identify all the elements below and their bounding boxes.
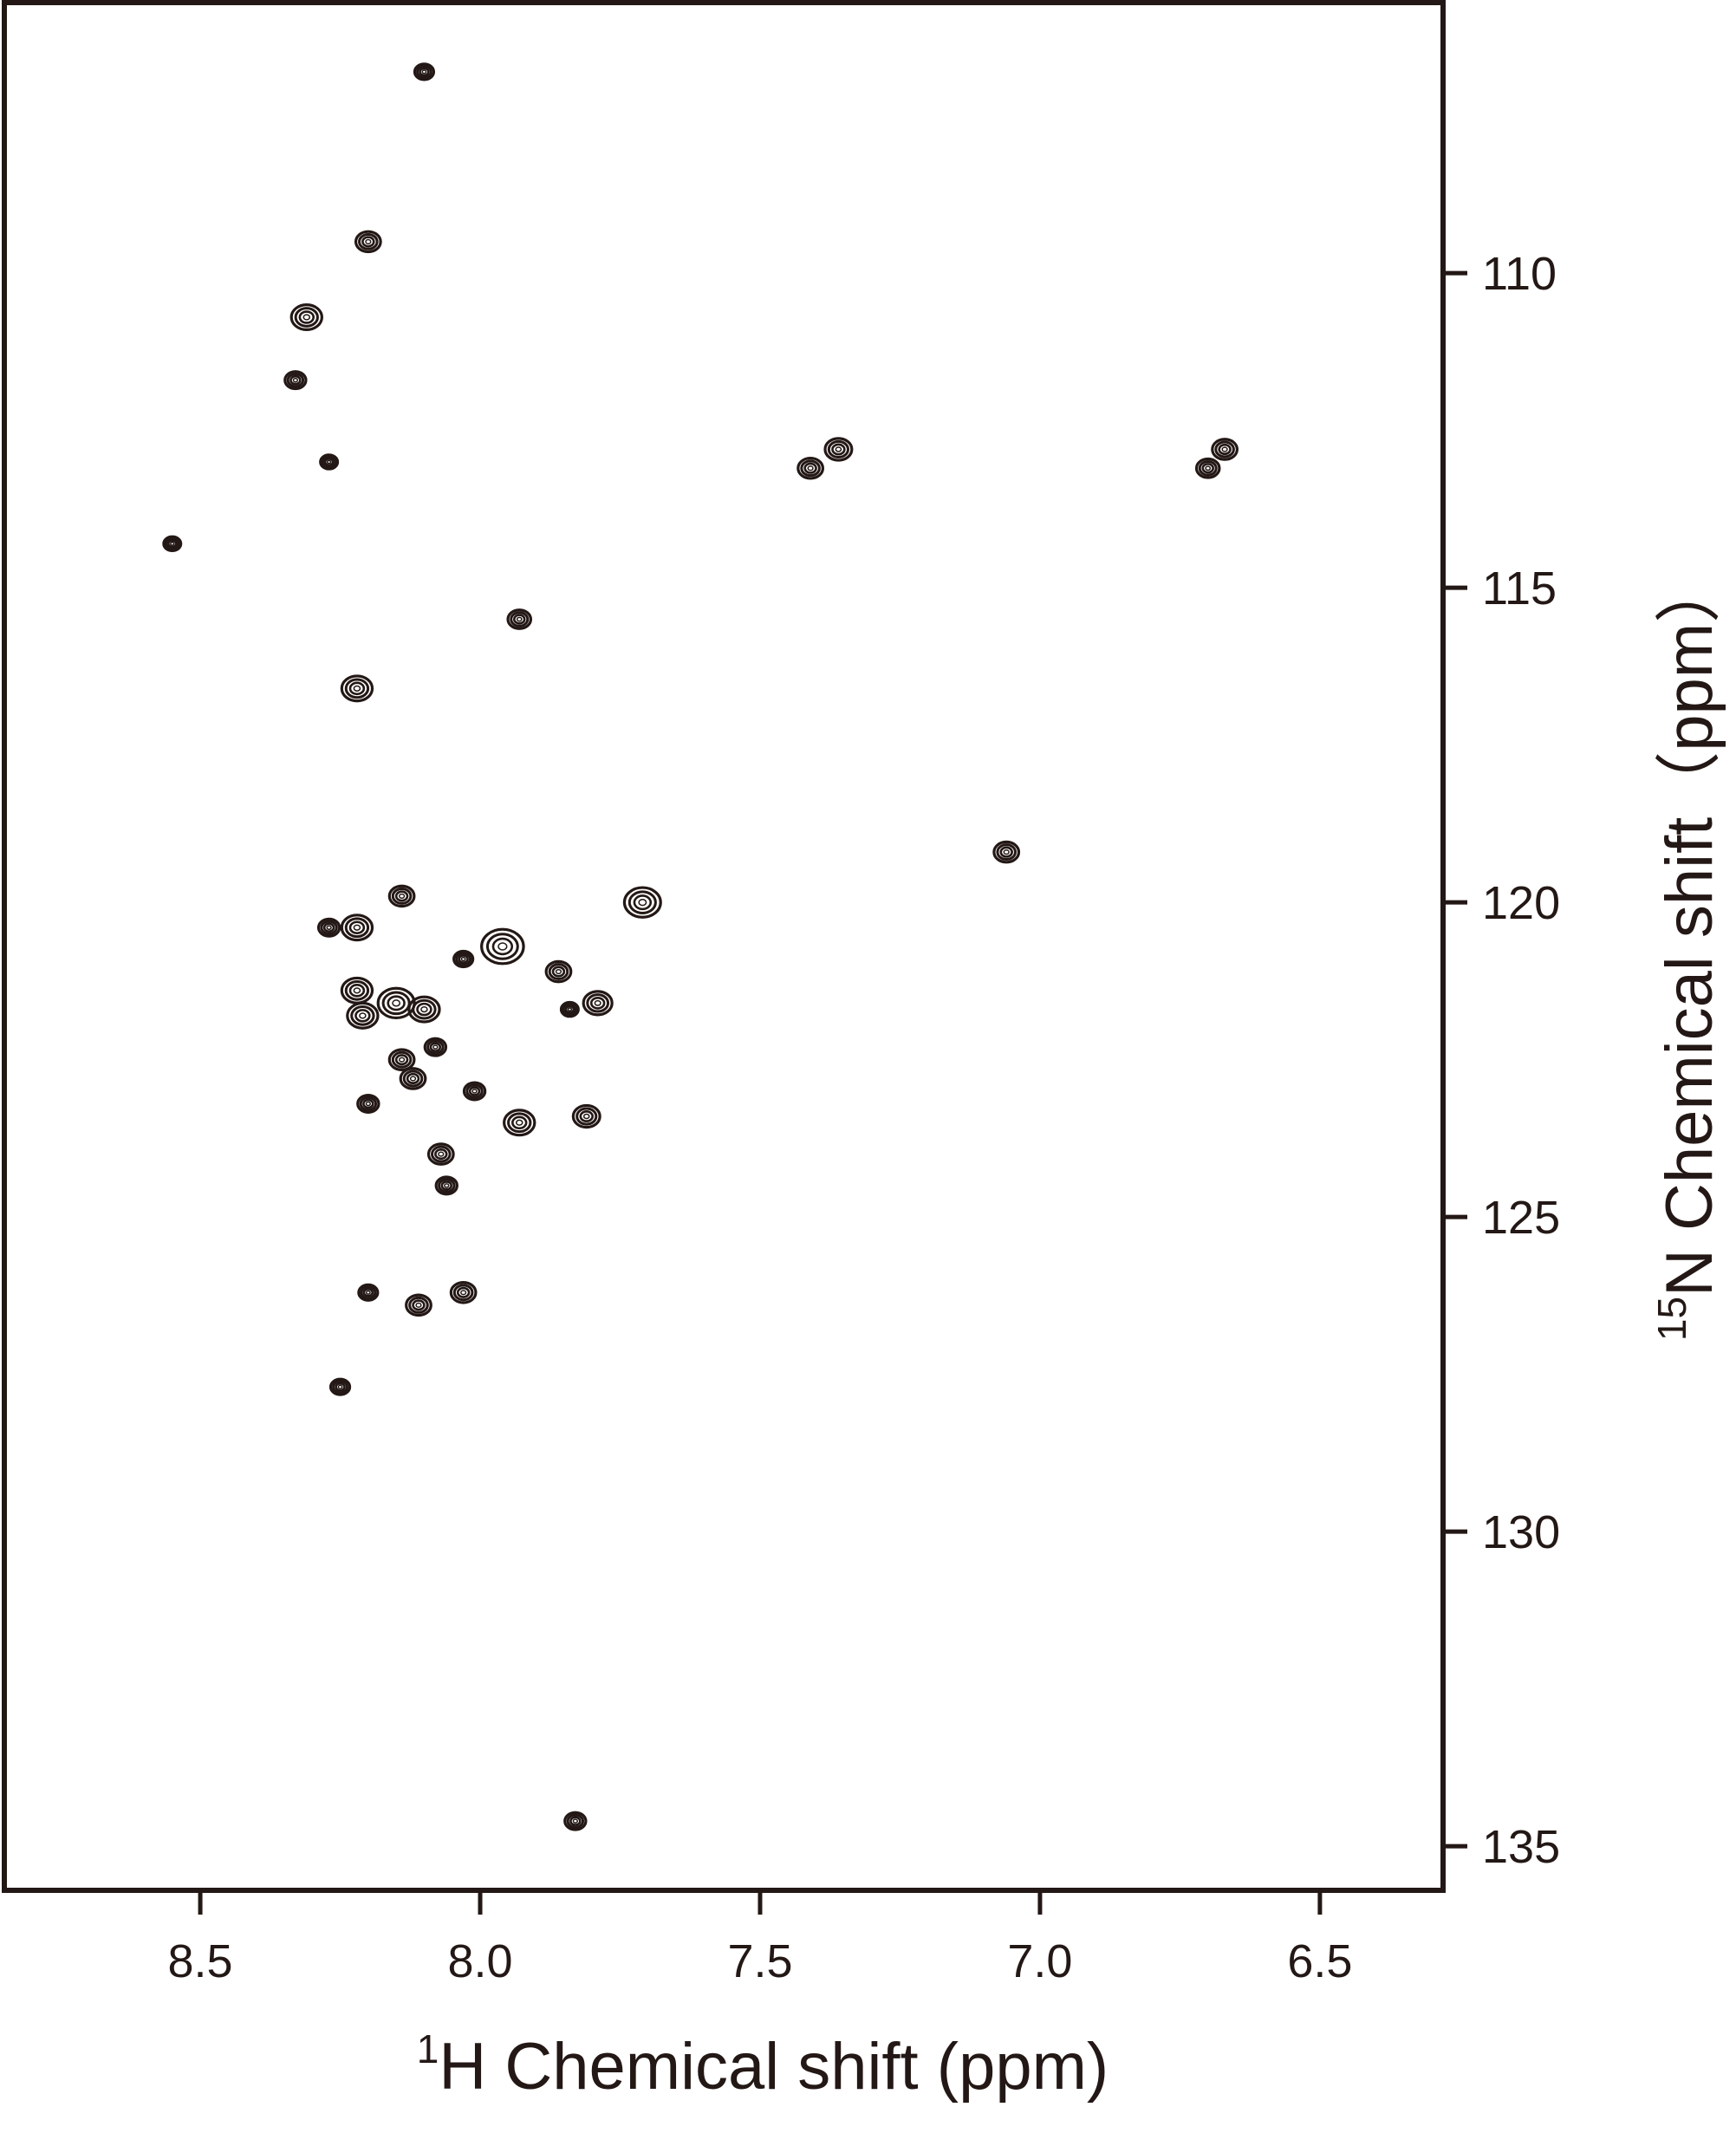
y-axis-ticks: 110 115 120 125 130 135 [1443, 248, 1560, 1873]
nmr-peak [387, 884, 416, 908]
nmr-peak [823, 437, 854, 462]
nmr-peak [346, 1001, 380, 1030]
plot-frame [2, 0, 1446, 1893]
nmr-peak [319, 453, 340, 471]
x-tick-label: 8.5 [168, 1935, 233, 1987]
nmr-peak [582, 990, 614, 1017]
nmr-peak [434, 1175, 458, 1196]
y-axis-title-sup: 15 [1649, 1297, 1694, 1341]
nmr-peak [357, 1283, 380, 1302]
peak-group [162, 62, 1239, 1831]
nmr-peak [544, 959, 573, 984]
nmr-peak [423, 1037, 448, 1057]
nmr-peak [462, 1081, 487, 1102]
nmr-peak [452, 949, 475, 969]
x-axis-title-sup: 1 [417, 2026, 439, 2071]
nmr-peak [563, 1811, 588, 1831]
x-tick-label: 7.0 [1007, 1935, 1072, 1987]
nmr-peak [992, 840, 1021, 864]
nmr-peak [405, 1293, 432, 1317]
x-tick-label: 8.0 [447, 1935, 512, 1987]
y-tick-label: 110 [1482, 248, 1557, 300]
nmr-peak [283, 370, 308, 391]
nmr-peak [1194, 457, 1221, 479]
nmr-peak [480, 927, 525, 966]
nmr-peak [289, 303, 323, 332]
nmr-peak [340, 914, 374, 942]
nmr-peak [796, 456, 825, 480]
y-tick-label: 135 [1482, 1821, 1560, 1873]
nmr-peak [376, 986, 416, 1020]
y-tick-label: 130 [1482, 1506, 1560, 1558]
nmr-peak [340, 674, 374, 703]
y-axis-title: 15N Chemical shift（ppm） [1649, 557, 1726, 1341]
x-axis-title: 1H Chemical shift (ppm) [417, 2026, 1109, 2104]
y-tick-label: 125 [1482, 1192, 1560, 1244]
nmr-peak [571, 1103, 601, 1129]
nmr-peak [622, 886, 662, 919]
y-axis-title-text: N Chemical shift（ppm） [1653, 557, 1726, 1297]
nmr-peak [340, 976, 374, 1005]
x-axis-title-text: H Chemical shift (ppm) [439, 2030, 1109, 2104]
nmr-peak [399, 1067, 427, 1090]
nmr-peak [356, 1093, 380, 1114]
nmr-peak [413, 62, 436, 81]
nmr-peak [449, 1281, 478, 1304]
nmr-peak [426, 1142, 455, 1166]
y-tick-label: 120 [1482, 877, 1560, 929]
nmr-peak [407, 995, 441, 1024]
y-tick-label: 115 [1482, 563, 1557, 615]
x-axis-ticks: 8.5 8.0 7.5 7.0 6.5 [168, 1890, 1352, 1987]
nmr-peak [316, 917, 341, 938]
nmr-peak [162, 535, 183, 553]
nmr-peak [503, 1109, 536, 1137]
x-tick-label: 7.5 [727, 1935, 792, 1987]
nmr-peak [328, 1377, 352, 1396]
nmr-peak [506, 608, 533, 630]
nmr-peak [354, 230, 382, 254]
nmr-peak [387, 1048, 416, 1071]
nmr-peak [559, 1000, 580, 1018]
nmr-peak [1211, 438, 1239, 461]
x-tick-label: 6.5 [1287, 1935, 1352, 1987]
